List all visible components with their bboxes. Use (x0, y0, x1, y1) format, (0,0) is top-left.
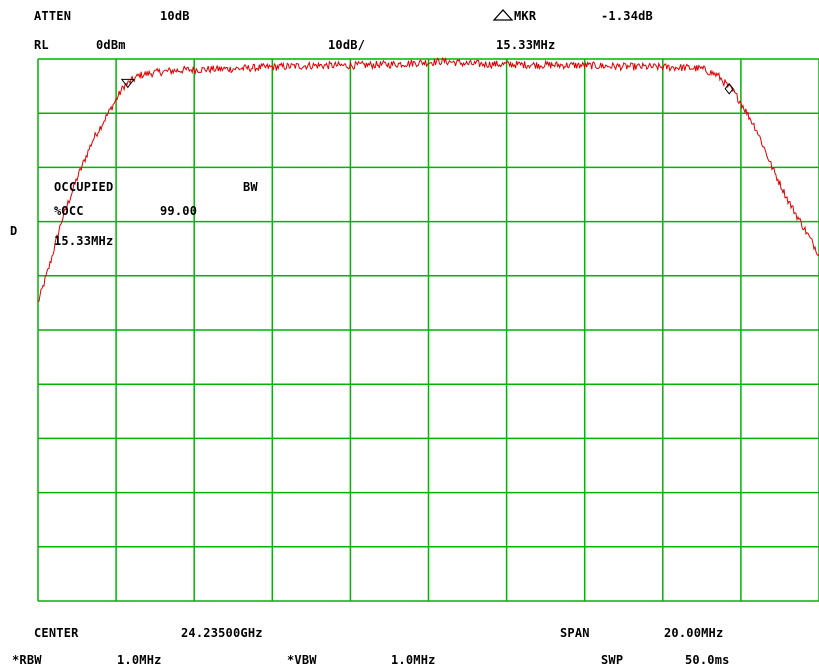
rbw-value: 1.0MHz (117, 653, 162, 667)
span-label: SPAN (560, 626, 590, 640)
atten-value: 10dB (160, 9, 190, 23)
detector-label: D (10, 224, 18, 238)
vbw-label: *VBW (287, 653, 317, 667)
reference-marker (724, 83, 734, 95)
marker-label: MKR (514, 9, 537, 23)
rl-label: RL (34, 38, 49, 52)
graticule (37, 58, 819, 602)
occupied-bandwidth-value: 15.33MHz (54, 234, 114, 248)
delta-marker-icon (492, 9, 514, 21)
spectrum-trace (37, 57, 819, 303)
delta-marker (120, 78, 135, 89)
rbw-label: *RBW (12, 653, 42, 667)
rl-value: 0dBm (96, 38, 126, 52)
trace (37, 57, 819, 303)
pct-occ-value: 99.00 (160, 204, 198, 218)
swp-value: 50.0ms (685, 653, 730, 667)
bw-label: BW (243, 180, 258, 194)
center-label: CENTER (34, 626, 79, 640)
marker-value: -1.34dB (601, 9, 653, 23)
vbw-value: 1.0MHz (391, 653, 436, 667)
occupied-label: OCCUPIED (54, 180, 114, 194)
atten-label: ATTEN (34, 9, 72, 23)
swp-label: SWP (601, 653, 624, 667)
pct-occ-label: %OCC (54, 204, 84, 218)
center-value: 24.23500GHz (181, 626, 263, 640)
span-value: 20.00MHz (664, 626, 724, 640)
scale-value: 10dB/ (328, 38, 366, 52)
markers (120, 78, 734, 95)
marker-freq: 15.33MHz (496, 38, 556, 52)
